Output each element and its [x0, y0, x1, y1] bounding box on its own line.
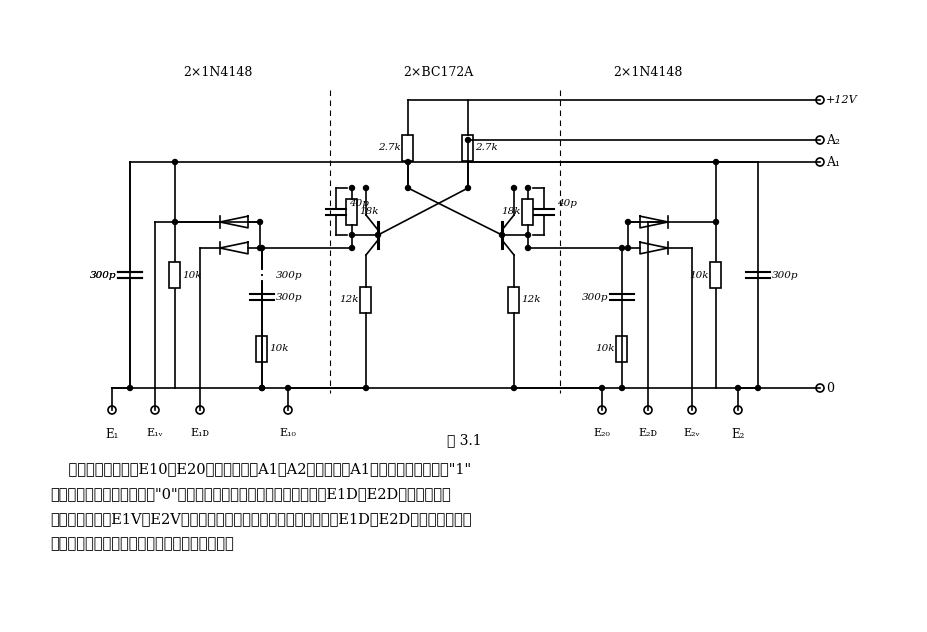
- Bar: [360, 287, 371, 313]
- Circle shape: [172, 159, 177, 164]
- Circle shape: [625, 219, 629, 224]
- Text: E₁₀: E₁₀: [279, 428, 296, 438]
- Text: E₂: E₂: [730, 428, 743, 441]
- Circle shape: [260, 386, 264, 391]
- Circle shape: [127, 386, 133, 391]
- Circle shape: [257, 245, 262, 250]
- Text: 图 3.1: 图 3.1: [446, 433, 481, 447]
- Circle shape: [511, 386, 516, 391]
- Circle shape: [465, 138, 470, 142]
- Text: E₂₀: E₂₀: [593, 428, 610, 438]
- Circle shape: [525, 245, 530, 250]
- Circle shape: [349, 186, 354, 190]
- Text: 2×BC172A: 2×BC172A: [402, 66, 473, 80]
- Circle shape: [755, 386, 760, 391]
- Bar: [508, 287, 519, 313]
- Bar: [256, 336, 267, 362]
- Circle shape: [713, 219, 717, 224]
- Circle shape: [465, 186, 470, 190]
- Text: 300p: 300p: [771, 270, 797, 279]
- Circle shape: [349, 245, 354, 250]
- Text: 12k: 12k: [521, 296, 540, 305]
- Text: 10k: 10k: [183, 270, 202, 279]
- Text: E₁ᴅ: E₁ᴅ: [190, 428, 210, 438]
- Text: 10k: 10k: [595, 344, 615, 353]
- Text: 2.7k: 2.7k: [475, 143, 498, 152]
- Text: 40p: 40p: [556, 199, 577, 208]
- Circle shape: [619, 386, 624, 391]
- Circle shape: [363, 386, 368, 391]
- Bar: [346, 199, 357, 225]
- Text: 40p: 40p: [349, 199, 368, 208]
- Bar: [170, 262, 181, 288]
- Circle shape: [625, 245, 629, 250]
- Circle shape: [599, 386, 603, 391]
- Text: 0: 0: [825, 382, 833, 394]
- Circle shape: [713, 159, 717, 164]
- Text: 应的预置输入端E1V、E2V。只有当该预置输入端为零电平时输入端E1D、E2D上的脉冲信号才: 应的预置输入端E1V、E2V。只有当该预置输入端为零电平时输入端E1D、E2D上…: [50, 512, 471, 526]
- Bar: [402, 135, 413, 161]
- Text: 300p: 300p: [581, 293, 607, 301]
- Text: E₂ᴅ: E₂ᴅ: [638, 428, 657, 438]
- Circle shape: [405, 186, 410, 190]
- Circle shape: [375, 233, 380, 238]
- Text: 300p: 300p: [89, 270, 116, 279]
- Circle shape: [286, 386, 290, 391]
- Circle shape: [735, 386, 740, 391]
- Text: 电路有两个输入端E10、E20和两个输出端A1、A2。在输出端A1为正电平时电路处于"1": 电路有两个输入端E10、E20和两个输出端A1、A2。在输出端A1为正电平时电路…: [50, 462, 471, 476]
- Circle shape: [619, 245, 624, 250]
- Text: 10k: 10k: [688, 270, 707, 279]
- Text: +12V: +12V: [825, 95, 857, 105]
- Text: 18k: 18k: [501, 207, 520, 217]
- Circle shape: [525, 233, 530, 238]
- Text: 2×1N4148: 2×1N4148: [613, 66, 682, 80]
- Circle shape: [511, 186, 516, 190]
- Text: 18k: 18k: [359, 207, 378, 217]
- Text: E₁ᵥ: E₁ᵥ: [146, 428, 163, 438]
- Text: 2×1N4148: 2×1N4148: [184, 66, 252, 80]
- Text: E₂ᵥ: E₂ᵥ: [683, 428, 700, 438]
- Text: 10k: 10k: [269, 344, 288, 353]
- Circle shape: [525, 186, 530, 190]
- Text: 300p: 300p: [89, 270, 116, 279]
- Text: 状态，为零电平时电路处于"0"状态。此外还有两个附加的动态输入端E1D、E2D以及与此相对: 状态，为零电平时电路处于"0"状态。此外还有两个附加的动态输入端E1D、E2D以…: [50, 487, 451, 501]
- Text: 12k: 12k: [338, 296, 358, 305]
- Bar: [462, 135, 473, 161]
- Bar: [710, 262, 720, 288]
- Circle shape: [172, 219, 177, 224]
- Circle shape: [405, 159, 410, 164]
- Text: 300p: 300p: [275, 293, 302, 301]
- Circle shape: [363, 186, 368, 190]
- Text: 300p: 300p: [275, 270, 302, 279]
- Circle shape: [499, 233, 504, 238]
- Circle shape: [260, 386, 264, 391]
- Text: 能使电路翻转，当其为正电平时，输入端封锁。: 能使电路翻转，当其为正电平时，输入端封锁。: [50, 537, 234, 551]
- Bar: [616, 336, 627, 362]
- Bar: [522, 199, 533, 225]
- Text: 2.7k: 2.7k: [377, 143, 400, 152]
- Text: A₂: A₂: [825, 133, 839, 147]
- Text: E₁: E₁: [105, 428, 119, 441]
- Circle shape: [257, 219, 262, 224]
- Text: A₁: A₁: [825, 155, 839, 169]
- Circle shape: [349, 233, 354, 238]
- Circle shape: [260, 245, 264, 250]
